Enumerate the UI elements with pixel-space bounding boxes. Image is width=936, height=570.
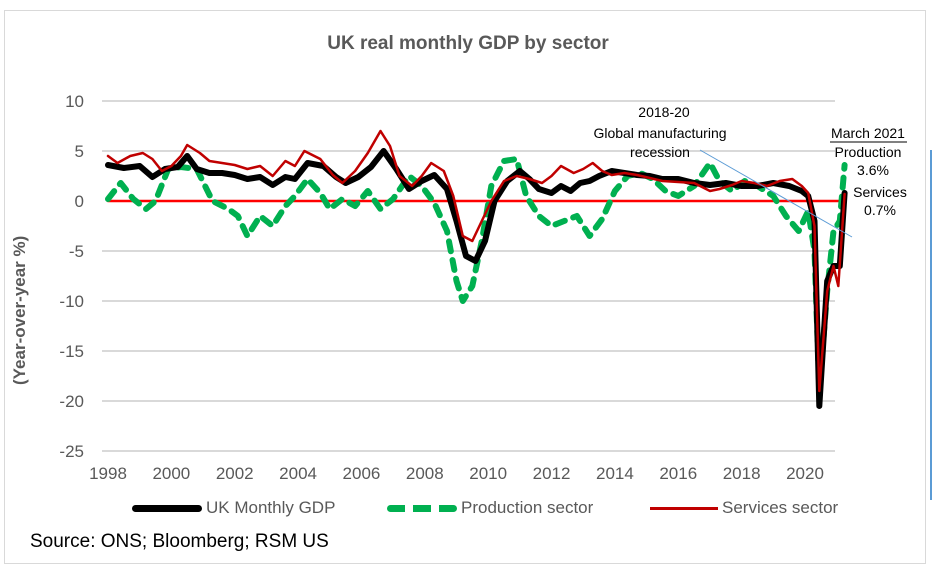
annotation-manufacturing-recession: Global manufacturing bbox=[593, 125, 726, 141]
chart-frame bbox=[4, 10, 926, 564]
legend-swatch-production bbox=[387, 504, 457, 512]
y-tick-label: -15 bbox=[59, 342, 84, 361]
y-tick-label: 0 bbox=[75, 192, 84, 211]
legend: UK Monthly GDP Production sector Service… bbox=[0, 498, 936, 520]
y-tick-label: -5 bbox=[69, 242, 84, 261]
legend-label-gdp: UK Monthly GDP bbox=[206, 498, 336, 517]
x-tick-label: 2008 bbox=[406, 464, 444, 483]
legend-item-services: Services sector bbox=[650, 498, 838, 518]
source-note: Source: ONS; Bloomberg; RSM US bbox=[30, 531, 329, 552]
x-tick-label: 2016 bbox=[659, 464, 697, 483]
y-tick-label: -20 bbox=[59, 392, 84, 411]
annotation-production-value: 3.6% bbox=[857, 162, 889, 178]
chart-title: UK real monthly GDP by sector bbox=[327, 33, 609, 54]
x-tick-label: 2000 bbox=[152, 464, 190, 483]
callout-line bbox=[699, 149, 853, 238]
x-tick-label: 2012 bbox=[533, 464, 571, 483]
y-tick-label: 10 bbox=[65, 92, 84, 111]
x-tick-label: 2018 bbox=[723, 464, 761, 483]
legend-label-services: Services sector bbox=[722, 498, 839, 517]
legend-label-production: Production sector bbox=[461, 498, 594, 517]
legend-swatch-gdp bbox=[132, 504, 202, 512]
annotation-manufacturing-recession: 2018-20 bbox=[638, 104, 690, 120]
x-tick-label: 2004 bbox=[279, 464, 317, 483]
legend-swatch-services bbox=[650, 506, 718, 510]
series-line-services-sector bbox=[106, 129, 846, 393]
annotation-march-2021: March 2021 bbox=[831, 125, 905, 141]
annotation-services-value: 0.7% bbox=[864, 202, 896, 218]
annotation-production: Production bbox=[835, 144, 902, 160]
x-tick-label: 1998 bbox=[89, 464, 127, 483]
y-tick-label: -10 bbox=[59, 292, 84, 311]
legend-item-production: Production sector bbox=[387, 498, 593, 518]
y-tick-label: 5 bbox=[75, 142, 84, 161]
x-tick-label: 2006 bbox=[343, 464, 381, 483]
y-tick-label: -25 bbox=[59, 442, 84, 461]
x-tick-label: 2010 bbox=[469, 464, 507, 483]
series-line-uk-monthly-gdp bbox=[105, 148, 848, 409]
legend-item-gdp: UK Monthly GDP bbox=[132, 498, 335, 518]
x-tick-label: 2002 bbox=[216, 464, 254, 483]
series-line-production-sector bbox=[105, 156, 848, 394]
x-tick-label: 2014 bbox=[596, 464, 634, 483]
annotation-services: Services bbox=[853, 184, 907, 200]
annotation-manufacturing-recession: recession bbox=[630, 144, 690, 160]
selection-edge bbox=[930, 150, 932, 500]
x-tick-label: 2020 bbox=[786, 464, 824, 483]
